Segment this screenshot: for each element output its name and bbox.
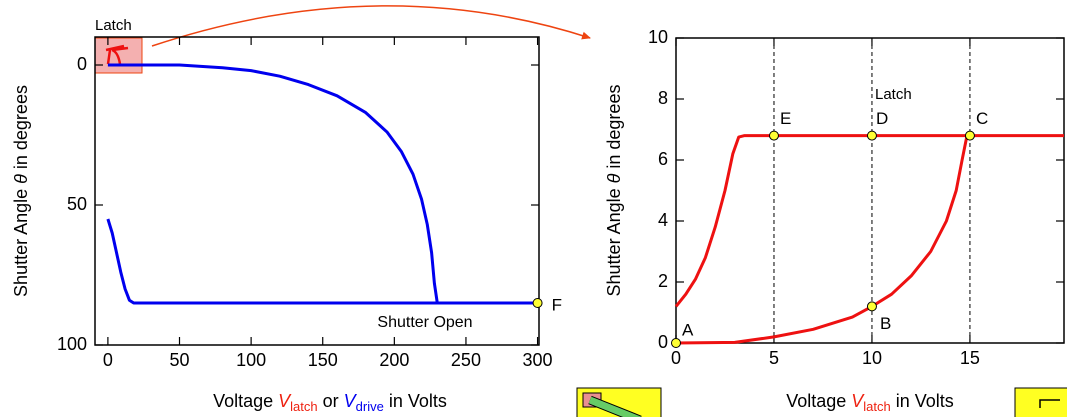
x-axis-label: Voltage Vlatch in Volts [786,391,954,415]
x-tick-label: 0 [671,348,681,368]
y-label-part: Shutter Angle [604,183,624,296]
point [866,130,877,141]
x-tick-label: 300 [523,350,553,370]
x-label-part: V [851,391,865,411]
x-label-part: drive [356,399,384,414]
y-tick-label: 6 [658,149,668,169]
latch-icon [105,44,129,65]
point-label: E [780,109,791,128]
point [768,130,779,141]
x-tick-label: 150 [308,350,338,370]
icon-left [576,387,662,417]
series-line [106,63,538,305]
y-axis-label: Shutter Angle θ in degrees [11,85,31,297]
y-tick-label: 8 [658,88,668,108]
y-label-part: in degrees [604,85,624,174]
y-tick-label: 0 [658,332,668,352]
plot-frame [675,37,1065,344]
y-tick-label: 100 [57,334,87,354]
annotation: Latch [95,17,132,34]
y-label-part: θ [11,174,31,184]
point-label: D [876,109,888,128]
point [964,130,975,141]
series-line [674,134,1064,345]
annotation: Latch [875,86,912,103]
y-tick-label: 4 [658,210,668,230]
y-tick-label: 2 [658,271,668,291]
y-label-part: Shutter Angle [11,184,31,297]
x-tick-label: 250 [451,350,481,370]
y-tick-label: 0 [77,54,87,74]
x-label-part: or [318,391,344,411]
x-tick-label: 200 [379,350,409,370]
y-tick-label: 10 [648,27,668,47]
x-tick-label: 15 [960,348,980,368]
arrow [151,5,591,47]
x-label-part: latch [863,399,890,414]
x-tick-label: 10 [862,348,882,368]
y-tick-label: 50 [67,194,87,214]
point-label: B [880,314,891,333]
x-label-part: V [344,391,358,411]
y-label-part: θ [604,173,624,183]
point-label: A [682,320,694,339]
point-label: C [976,109,988,128]
x-label-part: Voltage [786,391,851,411]
x-label-part: Voltage [213,391,278,411]
x-label-part: in Volts [891,391,954,411]
icon-right [1014,387,1067,417]
x-tick-label: 50 [169,350,189,370]
series-label: Shutter Open [377,314,472,331]
x-label-part: in Volts [384,391,447,411]
y-axis-label: Shutter Angle θ in degrees [604,85,624,297]
point [866,301,877,312]
point [532,298,543,308]
x-axis-label: Voltage Vlatch or Vdrive in Volts [213,391,447,415]
x-tick-label: 0 [103,350,113,370]
plot-frame [94,36,540,346]
x-tick-label: 100 [236,350,266,370]
y-label-part: in degrees [11,85,31,174]
point [671,338,681,348]
x-label-part: V [278,391,292,411]
x-label-part: latch [290,399,317,414]
x-tick-label: 5 [769,348,779,368]
point-label: F [552,295,562,314]
